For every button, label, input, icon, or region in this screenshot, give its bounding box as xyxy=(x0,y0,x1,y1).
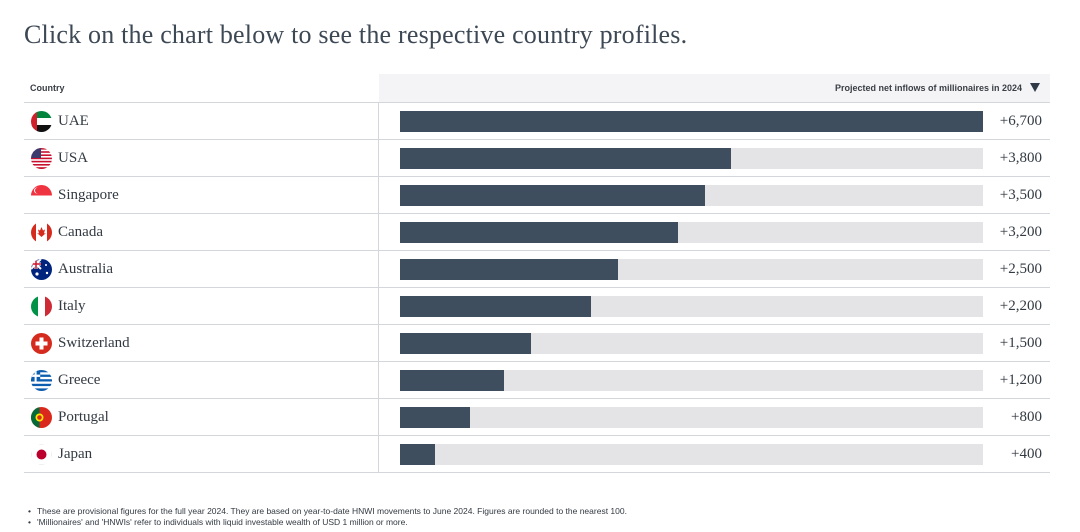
bar-track xyxy=(400,259,983,280)
country-row-usa[interactable]: USA +3,800 xyxy=(24,140,1050,177)
footnote-1: These are provisional figures for the fu… xyxy=(28,506,627,517)
country-row-singapore[interactable]: Singapore +3,500 xyxy=(24,177,1050,214)
country-name[interactable]: Singapore xyxy=(58,187,119,203)
country-cell[interactable]: Japan xyxy=(24,436,379,472)
japan-flag-icon xyxy=(31,444,52,465)
bar-cell[interactable]: +1,500 xyxy=(379,325,1050,361)
uae-flag-icon xyxy=(31,111,52,132)
bar-track xyxy=(400,185,983,206)
country-row-portugal[interactable]: Portugal +800 xyxy=(24,399,1050,436)
country-cell[interactable]: Portugal xyxy=(24,399,379,435)
bar-portugal[interactable] xyxy=(400,407,470,428)
bar-track xyxy=(400,111,983,132)
singapore-flag-icon xyxy=(31,185,52,206)
country-cell[interactable]: Italy xyxy=(24,288,379,324)
value-label: +2,200 xyxy=(999,298,1042,314)
bar-cell[interactable]: +3,200 xyxy=(379,214,1050,250)
country-name[interactable]: Canada xyxy=(58,224,103,240)
value-label: +400 xyxy=(1011,446,1042,462)
portugal-flag-icon xyxy=(31,407,52,428)
bar-cell[interactable]: +800 xyxy=(379,399,1050,435)
bar-cell[interactable]: +3,500 xyxy=(379,177,1050,213)
bar-track xyxy=(400,148,983,169)
country-cell[interactable]: Greece xyxy=(24,362,379,398)
country-cell[interactable]: Canada xyxy=(24,214,379,250)
country-column-header: Country xyxy=(30,83,65,93)
italy-flag-icon xyxy=(31,296,52,317)
country-row-australia[interactable]: Australia +2,500 xyxy=(24,251,1050,288)
country-row-greece[interactable]: Greece +1,200 xyxy=(24,362,1050,399)
australia-flag-icon xyxy=(31,259,52,280)
metric-column-label: Projected net inflows of millionaires in… xyxy=(834,83,1022,93)
country-name[interactable]: Switzerland xyxy=(58,335,130,351)
bar-uae[interactable] xyxy=(400,111,983,132)
bar-cell[interactable]: +6,700 xyxy=(379,103,1050,139)
page-title: Click on the chart below to see the resp… xyxy=(24,20,688,49)
bar-usa[interactable] xyxy=(400,148,731,169)
value-label: +6,700 xyxy=(999,113,1042,129)
metric-column-header[interactable]: Projected net inflows of millionaires in… xyxy=(379,74,1050,102)
country-cell[interactable]: Australia xyxy=(24,251,379,287)
greece-flag-icon xyxy=(31,370,52,391)
country-cell[interactable]: Switzerland xyxy=(24,325,379,361)
canada-flag-icon xyxy=(31,222,52,243)
usa-flag-icon xyxy=(31,148,52,169)
bar-cell[interactable]: +3,800 xyxy=(379,140,1050,176)
country-name[interactable]: UAE xyxy=(58,113,89,129)
country-name[interactable]: Greece xyxy=(58,372,101,388)
country-name[interactable]: Italy xyxy=(58,298,86,314)
value-label: +3,800 xyxy=(999,150,1042,166)
bar-cell[interactable]: +2,500 xyxy=(379,251,1050,287)
bar-track xyxy=(400,333,983,354)
bar-switzerland[interactable] xyxy=(400,333,531,354)
bar-australia[interactable] xyxy=(400,259,618,280)
bar-track xyxy=(400,407,983,428)
table-header: Country Projected net inflows of million… xyxy=(24,74,1050,103)
value-label: +2,500 xyxy=(999,261,1042,277)
country-name[interactable]: USA xyxy=(58,150,89,166)
country-name[interactable]: Japan xyxy=(58,446,93,462)
bar-track xyxy=(400,370,983,391)
table-body: UAE +6,700 USA +3,800 Singapore +3,500 Canada +… xyxy=(24,103,1050,473)
bar-track xyxy=(400,296,983,317)
country-table: Country Projected net inflows of million… xyxy=(24,74,1050,473)
bar-track xyxy=(400,444,983,465)
switzerland-flag-icon xyxy=(31,333,52,354)
bar-cell[interactable]: +2,200 xyxy=(379,288,1050,324)
bar-cell[interactable]: +400 xyxy=(379,436,1050,472)
bar-italy[interactable] xyxy=(400,296,592,317)
bar-greece[interactable] xyxy=(400,370,505,391)
bar-japan[interactable] xyxy=(400,444,435,465)
value-label: +1,500 xyxy=(999,335,1042,351)
value-label: +3,200 xyxy=(999,224,1042,240)
footnote-2: 'Millionaires' and 'HNWIs' refer to indi… xyxy=(28,517,627,528)
country-cell[interactable]: USA xyxy=(24,140,379,176)
bar-singapore[interactable] xyxy=(400,185,705,206)
bar-canada[interactable] xyxy=(400,222,679,243)
value-label: +3,500 xyxy=(999,187,1042,203)
bar-track xyxy=(400,222,983,243)
country-cell[interactable]: UAE xyxy=(24,103,379,139)
country-name[interactable]: Australia xyxy=(58,261,113,277)
country-cell[interactable]: Singapore xyxy=(24,177,379,213)
country-name[interactable]: Portugal xyxy=(58,409,109,425)
value-label: +1,200 xyxy=(999,372,1042,388)
bar-cell[interactable]: +1,200 xyxy=(379,362,1050,398)
country-row-switzerland[interactable]: Switzerland +1,500 xyxy=(24,325,1050,362)
country-row-canada[interactable]: Canada +3,200 xyxy=(24,214,1050,251)
country-row-japan[interactable]: Japan +400 xyxy=(24,436,1050,473)
country-row-italy[interactable]: Italy +2,200 xyxy=(24,288,1050,325)
value-label: +800 xyxy=(1011,409,1042,425)
footnotes: These are provisional figures for the fu… xyxy=(28,506,627,528)
sort-descending-icon[interactable] xyxy=(1030,83,1040,92)
country-row-uae[interactable]: UAE +6,700 xyxy=(24,103,1050,140)
